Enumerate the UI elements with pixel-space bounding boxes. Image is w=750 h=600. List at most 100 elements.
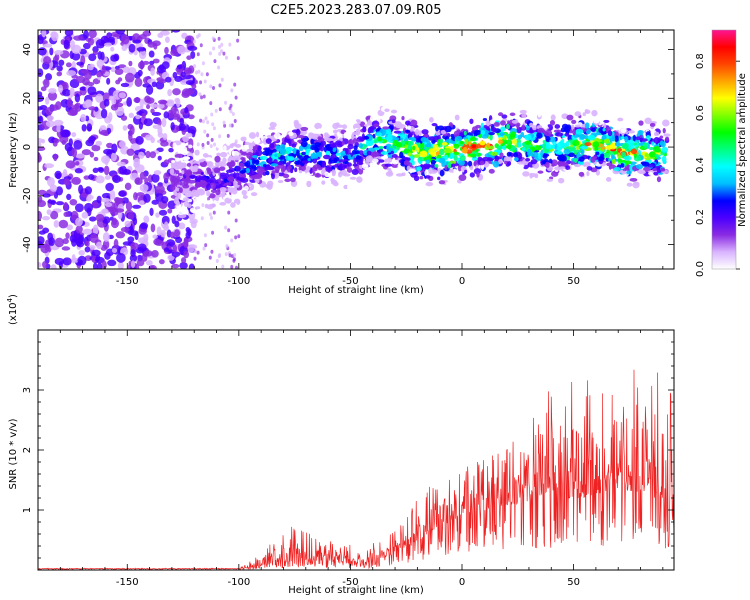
heatmap-noise-cell bbox=[66, 224, 74, 231]
heatmap-signal-cell bbox=[211, 156, 216, 163]
heatmap-signal-cell bbox=[267, 157, 273, 164]
snr-x-tick-label: -100 bbox=[227, 577, 250, 588]
heatmap-noise-cell bbox=[83, 30, 89, 40]
heatmap-signal-cell bbox=[613, 150, 619, 155]
heatmap-signal-cell bbox=[224, 197, 232, 204]
heatmap-signal-cell bbox=[611, 158, 616, 165]
heatmap-signal-cell bbox=[590, 156, 596, 163]
heatmap-signal-cell bbox=[469, 172, 475, 178]
heatmap-noise-cell bbox=[130, 242, 139, 250]
heatmap-signal-cell bbox=[578, 171, 585, 177]
heatmap-signal-cell bbox=[479, 140, 486, 146]
heatmap-signal-cell bbox=[473, 132, 478, 137]
heatmap-signal-cell bbox=[288, 131, 294, 137]
heatmap-signal-cell bbox=[403, 138, 409, 142]
heatmap-signal-cell bbox=[359, 137, 366, 142]
heatmap-signal-cell bbox=[394, 122, 403, 129]
heatmap-signal-cell bbox=[298, 166, 303, 171]
heatmap-signal-cell bbox=[356, 176, 363, 183]
heatmap-noise-cell bbox=[173, 229, 181, 238]
heatmap-noise-cell bbox=[38, 68, 44, 77]
heatmap-noise-cell bbox=[38, 224, 44, 230]
heatmap-signal-cell bbox=[347, 162, 352, 167]
heatmap-noise-cell bbox=[163, 111, 169, 119]
heatmap-noise-cell bbox=[135, 135, 144, 145]
heatmap-signal-cell bbox=[312, 157, 318, 164]
spectrogram-y-tick-label: 20 bbox=[22, 92, 33, 105]
heatmap-noise-cell bbox=[210, 249, 214, 254]
heatmap-noise-cell bbox=[89, 233, 99, 243]
snr-series-line bbox=[38, 369, 674, 570]
heatmap-signal-cell bbox=[545, 144, 554, 150]
heatmap-signal-cell bbox=[177, 192, 182, 199]
heatmap-signal-cell bbox=[653, 171, 659, 176]
heatmap-noise-cell bbox=[98, 167, 105, 173]
heatmap-noise-cell bbox=[84, 71, 92, 80]
heatmap-noise-cell bbox=[81, 211, 89, 219]
heatmap-signal-cell bbox=[501, 114, 508, 119]
heatmap-noise-cell bbox=[207, 196, 211, 201]
heatmap-noise-cell bbox=[103, 148, 113, 155]
heatmap-signal-cell bbox=[537, 112, 542, 118]
heatmap-signal-cell bbox=[343, 188, 348, 195]
heatmap-noise-cell bbox=[145, 150, 151, 159]
heatmap-noise-cell bbox=[209, 84, 213, 89]
heatmap-noise-cell bbox=[113, 238, 119, 249]
snr-y-ticks: 1 2 3 bbox=[22, 341, 674, 559]
heatmap-signal-cell bbox=[524, 134, 532, 141]
heatmap-noise-cell bbox=[209, 215, 213, 220]
heatmap-noise-cell bbox=[179, 118, 185, 126]
heatmap-signal-cell bbox=[638, 170, 646, 175]
heatmap-noise-cell bbox=[110, 152, 117, 162]
heatmap-signal-cell bbox=[392, 106, 398, 111]
heatmap-noise-cell bbox=[56, 71, 63, 77]
heatmap-noise-cell bbox=[204, 243, 208, 248]
heatmap-signal-cell bbox=[453, 143, 460, 149]
heatmap-signal-cell bbox=[409, 182, 418, 187]
heatmap-signal-cell bbox=[206, 183, 211, 191]
heatmap-noise-cell bbox=[46, 115, 54, 121]
heatmap-noise-cell bbox=[96, 71, 103, 78]
heatmap-noise-cell bbox=[185, 80, 195, 86]
heatmap-signal-cell bbox=[214, 155, 221, 163]
heatmap-noise-cell bbox=[196, 142, 200, 147]
heatmap-signal-cell bbox=[332, 181, 339, 187]
heatmap-noise-cell bbox=[38, 230, 46, 235]
heatmap-signal-cell bbox=[283, 158, 287, 165]
heatmap-signal-cell bbox=[288, 140, 292, 147]
heatmap-signal-cell bbox=[250, 183, 255, 191]
heatmap-signal-cell bbox=[254, 159, 260, 166]
heatmap-signal-cell bbox=[500, 126, 506, 132]
heatmap-noise-cell bbox=[120, 82, 130, 88]
heatmap-signal-cell bbox=[193, 165, 199, 170]
heatmap-signal-cell bbox=[401, 115, 405, 121]
heatmap-noise-cell bbox=[235, 265, 239, 269]
heatmap-noise-cell bbox=[171, 215, 176, 224]
heatmap-noise-cell bbox=[218, 83, 222, 88]
heatmap-noise-cell bbox=[66, 70, 77, 77]
heatmap-noise-cell bbox=[136, 259, 145, 267]
heatmap-noise-cell bbox=[213, 142, 217, 147]
heatmap-signal-cell bbox=[218, 166, 226, 171]
heatmap-signal-cell bbox=[259, 155, 268, 161]
heatmap-signal-cell bbox=[231, 150, 235, 156]
heatmap-noise-cell bbox=[149, 60, 155, 65]
heatmap-signal-cell bbox=[230, 202, 236, 208]
heatmap-signal-cell bbox=[517, 161, 525, 165]
heatmap-signal-cell bbox=[373, 123, 379, 128]
heatmap-signal-cell bbox=[382, 126, 390, 130]
heatmap-signal-cell bbox=[463, 146, 468, 154]
heatmap-noise-cell bbox=[230, 238, 234, 243]
heatmap-noise-cell bbox=[67, 109, 78, 116]
heatmap-signal-cell bbox=[229, 143, 234, 149]
heatmap-signal-cell bbox=[306, 165, 311, 171]
heatmap-signal-cell bbox=[225, 182, 232, 186]
heatmap-signal-cell bbox=[436, 115, 444, 121]
heatmap-noise-cell bbox=[143, 233, 149, 242]
heatmap-signal-cell bbox=[293, 121, 300, 129]
heatmap-noise-cell bbox=[114, 208, 125, 213]
heatmap-noise-cell bbox=[160, 140, 169, 147]
heatmap-signal-cell bbox=[208, 193, 216, 199]
heatmap-signal-cell bbox=[648, 146, 654, 151]
heatmap-noise-cell bbox=[106, 142, 114, 149]
